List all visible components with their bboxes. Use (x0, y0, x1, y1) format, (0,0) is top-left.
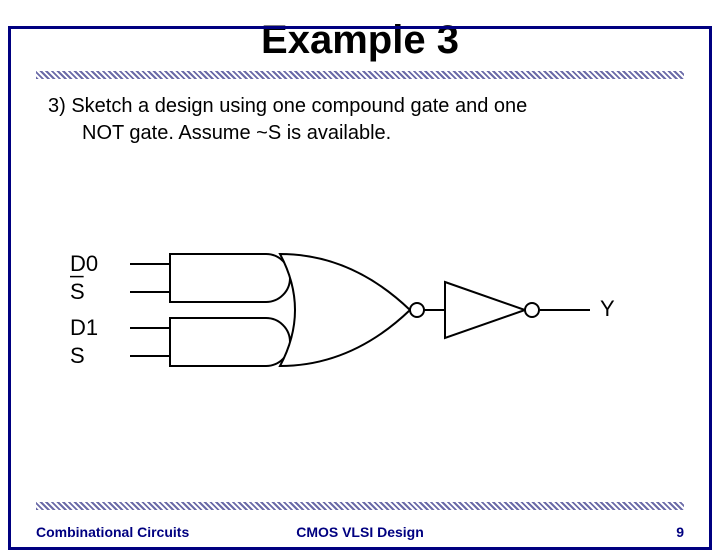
footer-divider (36, 502, 684, 510)
footer-center: CMOS VLSI Design (252, 524, 468, 540)
svg-text:D1: D1 (70, 315, 98, 340)
svg-text:Y: Y (600, 296, 615, 321)
footer: Combinational Circuits CMOS VLSI Design … (36, 524, 684, 540)
footer-left: Combinational Circuits (36, 524, 252, 540)
svg-text:S: S (70, 279, 85, 304)
footer-page: 9 (468, 524, 684, 540)
svg-text:S: S (70, 343, 85, 368)
circuit-diagram: D0 S D1 S Y (70, 228, 630, 428)
svg-text:D0: D0 (70, 251, 98, 276)
